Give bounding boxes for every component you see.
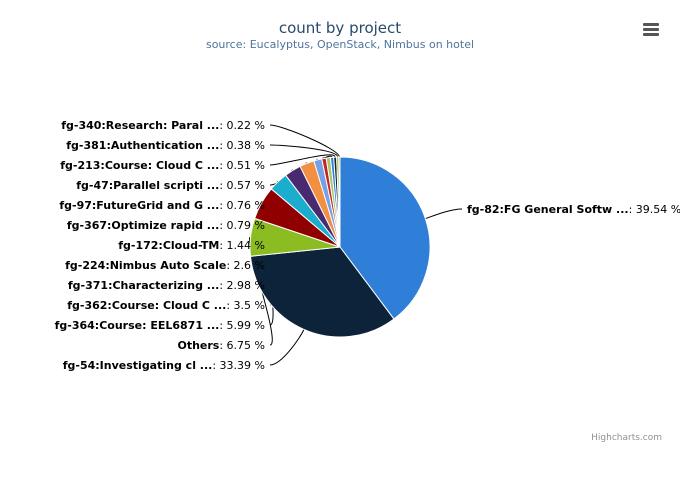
data-label-value: : 1.44 %: [219, 239, 265, 252]
data-label-value: : 6.75 %: [219, 339, 265, 352]
connector-line-12: [269, 144, 339, 158]
data-label-5: fg-371:Characterizing ...: 2.98 %: [68, 279, 265, 292]
hamburger-menu-icon[interactable]: [636, 16, 666, 42]
data-label-8: fg-367:Optimize rapid ...: 0.79 %: [67, 219, 265, 232]
pie-slice-13[interactable]: [338, 156, 341, 248]
data-label-13: fg-340:Research: Paral ...: 0.22 %: [61, 119, 265, 132]
data-label-name: fg-340:Research: Paral ...: [61, 119, 219, 132]
data-label-value: : 3.5 %: [226, 299, 265, 312]
data-label-name: fg-364:Course: EEL6871 ...: [55, 319, 220, 332]
connector-line-1: [269, 329, 305, 366]
data-label-7: fg-172:Cloud-TM: 1.44 %: [118, 239, 265, 252]
data-label-name: fg-82:FG General Softw ...: [467, 203, 629, 216]
data-label-value: : 0.57 %: [219, 179, 265, 192]
menu-bar-icon: [643, 33, 659, 36]
data-label-value: : 2.98 %: [219, 279, 265, 292]
data-label-name: fg-54:Investigating cl ...: [63, 359, 213, 372]
data-label-value: : 5.99 %: [219, 319, 265, 332]
data-label-name: Others: [177, 339, 219, 352]
connector-line-13: [269, 124, 340, 158]
data-label-value: : 0.76 %: [219, 199, 265, 212]
data-label-10: fg-47:Parallel scripti ...: 0.57 %: [76, 179, 265, 192]
credits-link[interactable]: Highcharts.com: [591, 433, 662, 443]
data-label-1: fg-54:Investigating cl ...: 33.39 %: [63, 359, 265, 372]
data-label-name: fg-213:Course: Cloud C ...: [60, 159, 219, 172]
data-label-name: fg-172:Cloud-TM: [118, 239, 219, 252]
chart-subtitle: source: Eucalyptus, OpenStack, Nimbus on…: [206, 38, 474, 51]
data-label-name: fg-362:Course: Cloud C ...: [67, 299, 226, 312]
pie-slice-0[interactable]: [339, 156, 431, 320]
data-label-name: fg-224:Nimbus Auto Scale: [65, 259, 226, 272]
data-label-name: fg-381:Authentication ...: [66, 139, 219, 152]
data-label-name: fg-367:Optimize rapid ...: [67, 219, 220, 232]
data-label-name: fg-371:Characterizing ...: [68, 279, 219, 292]
data-label-12: fg-381:Authentication ...: 0.38 %: [66, 139, 265, 152]
data-label-value: : 39.54 %: [629, 203, 680, 216]
connector-line-11: [269, 154, 336, 166]
data-label-value: : 0.38 %: [219, 139, 265, 152]
data-label-4: fg-362:Course: Cloud C ...: 3.5 %: [67, 299, 265, 312]
data-labels: fg-82:FG General Softw ...: 39.54 % fg-54…: [55, 119, 680, 372]
menu-bar-icon: [643, 28, 659, 31]
data-label-value: : 0.22 %: [219, 119, 265, 132]
data-label-11: fg-213:Course: Cloud C ...: 0.51 %: [60, 159, 265, 172]
menu-bar-icon: [643, 23, 659, 26]
data-label-9: fg-97:FutureGrid and G ...: 0.76 %: [59, 199, 265, 212]
data-label-value: : 2.6 %: [226, 259, 265, 272]
data-label-value: : 33.39 %: [212, 359, 265, 372]
pie-slices: [249, 156, 431, 338]
chart-title: count by project: [279, 19, 401, 37]
pie-slice-1[interactable]: [249, 246, 395, 338]
data-label-3: fg-364:Course: EEL6871 ...: 5.99 %: [55, 319, 265, 332]
data-label-value: : 0.79 %: [219, 219, 265, 232]
data-label-name: fg-47:Parallel scripti ...: [76, 179, 219, 192]
connector-line-0: [425, 208, 463, 220]
data-label-0: fg-82:FG General Softw ...: 39.54 %: [467, 203, 680, 216]
data-label-name: fg-97:FutureGrid and G ...: [59, 199, 219, 212]
data-label-value: : 0.51 %: [219, 159, 265, 172]
data-label-6: fg-224:Nimbus Auto Scale: 2.6 %: [65, 259, 265, 272]
data-label-2: Others: 6.75 %: [177, 339, 265, 352]
